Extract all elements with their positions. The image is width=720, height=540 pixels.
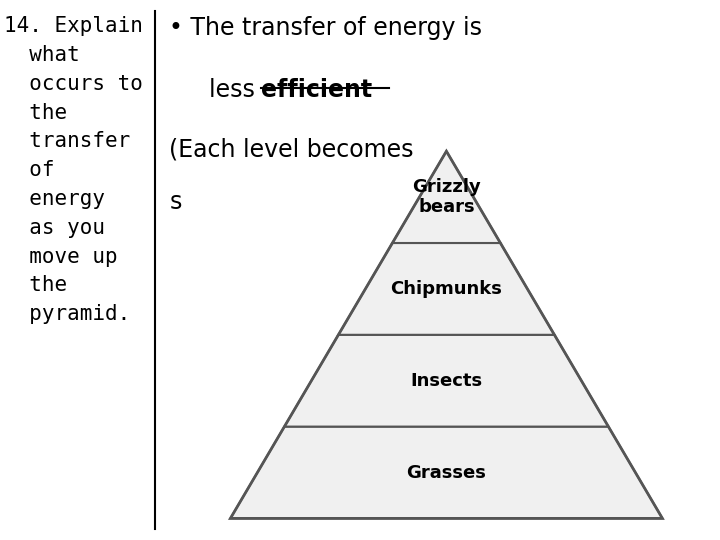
Text: 14. Explain
  what
  occurs to
  the
  transfer
  of
  energy
  as you
  move up: 14. Explain what occurs to the transfer … xyxy=(4,16,143,324)
Polygon shape xyxy=(338,243,554,335)
Text: s: s xyxy=(169,190,181,214)
Text: efficient: efficient xyxy=(261,78,372,102)
Text: (Each level becomes: (Each level becomes xyxy=(169,138,414,161)
Text: Grizzly
bears: Grizzly bears xyxy=(412,178,481,217)
Text: Insects: Insects xyxy=(410,372,482,390)
Polygon shape xyxy=(230,427,662,518)
Text: Chipmunks: Chipmunks xyxy=(390,280,503,298)
Text: Grasses: Grasses xyxy=(407,463,486,482)
Text: • The transfer of energy is: • The transfer of energy is xyxy=(169,16,482,40)
Polygon shape xyxy=(392,151,500,243)
Polygon shape xyxy=(284,335,608,427)
Text: less: less xyxy=(209,78,262,102)
